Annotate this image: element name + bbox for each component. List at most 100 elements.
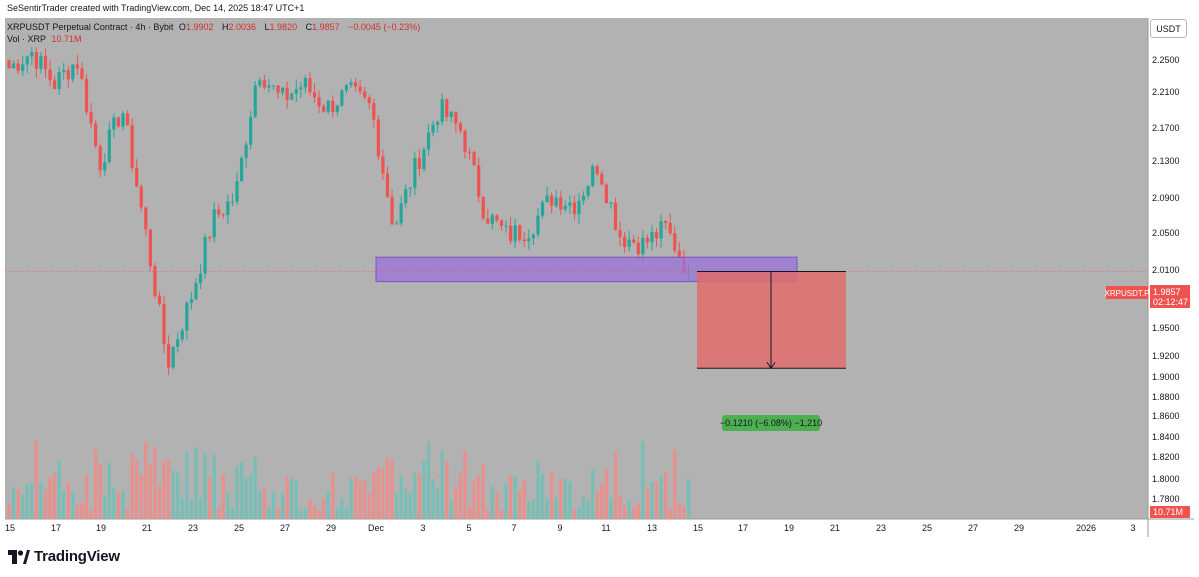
candle-body [645,237,649,243]
volume-bar [203,453,207,519]
price-axis[interactable]: 2.2500 2.2100 2.1700 2.1300 2.0900 2.0500 2.01… [1105,55,1190,518]
price-axis-label: 1.7800 [1152,494,1180,504]
candle-body [344,85,349,91]
candle-body [162,303,166,345]
volume-bar [135,459,139,519]
time-axis-label: 27 [280,523,290,533]
volume-bar [25,484,29,519]
time-axis-label: 15 [5,523,15,533]
candle-body [299,87,303,90]
candle-body [522,239,526,242]
volume-bar [271,492,276,519]
volume-bar [581,495,586,519]
volume-bar [404,489,408,519]
volume-legend: Vol · XRP 10.71M [7,34,85,44]
open-label: O [178,22,186,32]
time-axis-label: 19 [784,523,794,533]
volume-bar [308,499,312,519]
candle-body [80,68,84,79]
volume-bar [157,485,162,519]
candle-body [244,144,248,158]
price-axis-label: 2.0900 [1152,193,1180,203]
time-axis-label: 5 [466,523,471,533]
candle-body [463,131,467,152]
candle-body [198,273,203,284]
volume-bar [431,479,435,519]
tradingview-logo[interactable]: TradingView [8,548,120,565]
candle-body [176,339,180,347]
time-axis-label: 23 [876,523,886,533]
candle-body [426,132,431,150]
candle-body [650,232,654,243]
symbol-tag-label: XRPUSDT.P [1105,289,1150,298]
candle-body [504,225,508,227]
change-value: −0.0045 (−0.23%) [348,22,421,32]
symbol-title[interactable]: XRPUSDT Perpetual Contract · 4h · Bybit [7,22,174,32]
candle-body [413,158,417,188]
volume-bar [363,479,367,519]
volume-bar [331,473,335,519]
volume-bar [673,449,677,519]
volume-bar [609,497,613,519]
volume-bar [481,464,485,519]
price-axis-label: 2.1700 [1152,123,1180,133]
volume-bar [550,471,554,519]
time-axis-background[interactable] [5,519,1194,537]
volume-bar [682,506,686,519]
volume-bar [285,476,289,519]
candle-body [390,196,394,225]
volume-bar [235,466,239,519]
candle-body [417,158,421,170]
volume-title[interactable]: Vol · XRP [7,34,47,44]
candle-body [157,296,162,304]
last-price-value: 1.9857 [1153,287,1181,297]
volume-bar [636,503,640,519]
volume-bar [349,478,353,519]
symbol-price-tag [1106,286,1148,299]
candle-body [572,202,577,215]
time-axis-label: 19 [96,523,106,533]
time-axis-label: 21 [830,523,840,533]
candle-body [94,123,98,147]
candle-body [258,80,262,86]
volume-bar [600,483,604,519]
volume-bar [659,475,663,519]
volume-bar [586,500,590,519]
volume-bar [71,492,75,519]
candle-body [194,283,198,300]
candle-body [271,85,276,87]
candle-body [581,195,586,201]
volume-bar [48,477,52,519]
candle-body [135,167,139,187]
currency-button[interactable]: USDT [1150,19,1187,38]
volume-bar [477,475,481,519]
volume-bar [103,495,107,519]
volume-bar [531,499,535,519]
volume-bar [472,481,476,519]
candle-body [340,90,344,106]
volume-bar [522,480,526,519]
candle-body [303,77,307,88]
candle-body [290,93,294,100]
candle-body [509,225,513,242]
volume-bar [591,470,595,519]
time-axis[interactable]: 15 17 19 21 23 25 27 29 Dec 3 5 7 9 11 13 15 17 19 21 23 25 2… [5,523,1136,533]
price-axis-label: 2.1300 [1152,156,1180,166]
volume-bar [677,502,681,519]
volume-bar [568,481,572,519]
candle-body [668,222,672,234]
volume-bar [627,501,631,519]
candle-body [472,151,476,166]
volume-bar [686,478,691,519]
time-axis-label: 25 [234,523,244,533]
candle-body [454,111,458,124]
price-axis-background[interactable] [1148,18,1194,519]
volume-bar [613,451,618,519]
volume-bar [604,469,608,519]
candle-body [239,157,244,182]
candle-body [25,56,29,65]
candle-body [632,239,636,243]
candle-body [148,229,152,267]
low-value: 1.9820 [269,22,298,32]
